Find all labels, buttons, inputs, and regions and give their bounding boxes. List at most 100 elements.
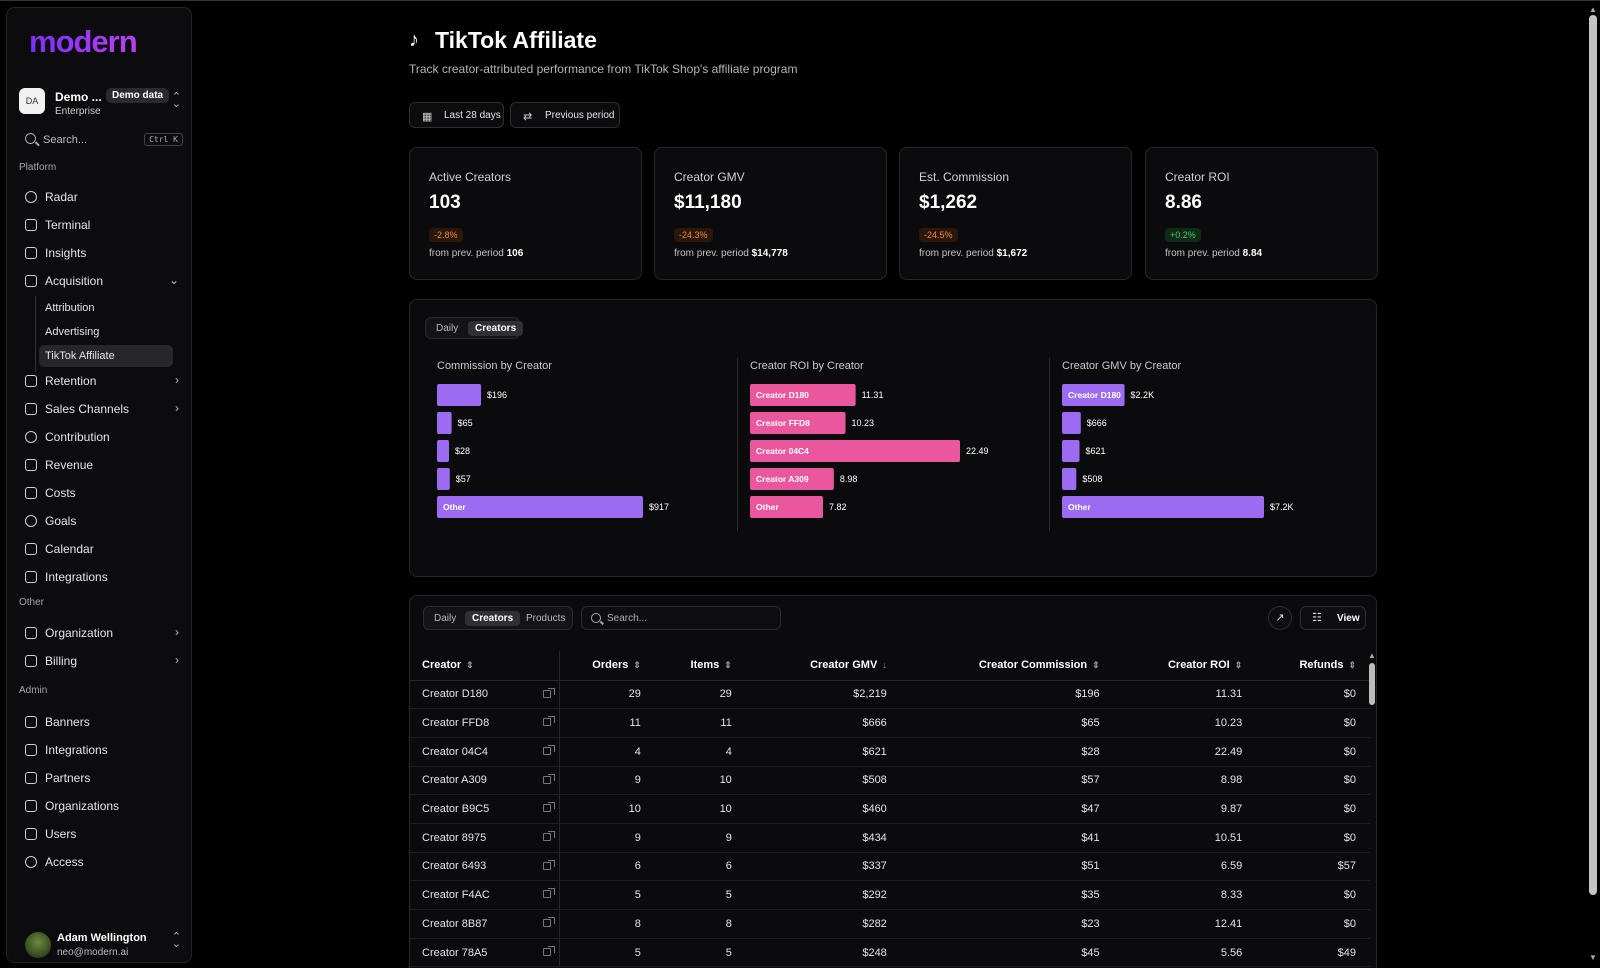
chart-bar[interactable] [1062,384,1125,406]
table-scrollbar-thumb[interactable] [1369,663,1375,705]
chart-bar[interactable] [750,468,834,490]
chart-bar[interactable] [750,496,824,518]
tab-daily[interactable]: Daily [434,613,457,624]
table-row[interactable]: Creator D180 29 29 $2,219 $196 11.31 $0 [410,680,1370,710]
cell-value: $282 [862,917,887,930]
sidebar-item-revenue[interactable]: Revenue [19,453,187,477]
sidebar-item-access[interactable]: Access [19,850,187,874]
table-row[interactable]: Creator 6493 6 6 $337 $51 6.59 $57 [410,852,1370,882]
column-header-label: Creator GMV [810,659,878,672]
table-row[interactable]: Creator 04C4 4 4 $621 $28 22.49 $0 [410,737,1370,767]
sidebar-subitem-advertising[interactable]: Advertising [39,321,173,343]
table-scrollbar[interactable]: ▲ [1368,651,1376,968]
sidebar-item-insights[interactable]: Insights [19,241,187,265]
column-header-orders[interactable]: Orders ⇕ [559,651,655,681]
compare-period-button[interactable]: ⇄ Previous period [510,102,620,128]
sidebar-item-acquisition[interactable]: Acquisition ⌄ [19,269,187,293]
table-row[interactable]: Creator A309 9 10 $508 $57 8.98 $0 [410,766,1370,796]
sidebar-subitem-label: TikTok Affiliate [45,350,115,362]
date-range-button[interactable]: ▦ Last 28 days [409,102,504,128]
cell-value: $51 [1081,860,1100,873]
table-row[interactable]: Creator B9C5 10 10 $460 $47 9.87 $0 [410,794,1370,824]
view-options-button[interactable]: ☷ View [1300,606,1366,630]
sidebar-item-label: Contribution [45,430,110,444]
external-link-icon[interactable] [543,945,556,956]
kpi-change-badge: -24.5% [919,228,958,242]
table-row[interactable]: Creator 8B87 8 8 $282 $23 12.41 $0 [410,909,1370,939]
table-row[interactable]: Creator F4AC 5 5 $292 $35 8.33 $0 [410,880,1370,910]
column-header-items[interactable]: Items ⇕ [654,651,746,681]
sidebar-item-costs[interactable]: Costs [19,481,187,505]
chart-bar[interactable] [437,496,643,518]
sidebar-item-organization[interactable]: Organization › [19,621,187,645]
chart-bar[interactable] [750,412,846,434]
sidebar-item-integrations[interactable]: Integrations [19,565,187,589]
sidebar-item-goals[interactable]: Goals [19,509,187,533]
sidebar-item-integrations[interactable]: Integrations [19,738,187,762]
scroll-up-arrow-icon[interactable]: ▲ [1368,651,1376,660]
column-header-creator-commission[interactable]: Creator Commission ⇕ [900,651,1114,681]
external-link-icon[interactable] [543,687,556,698]
sidebar-item-banners[interactable]: Banners [19,710,187,734]
sidebar-item-retention[interactable]: Retention › [19,369,187,393]
sidebar-item-calendar[interactable]: Calendar [19,537,187,561]
table-search[interactable] [581,606,781,630]
chart-bar[interactable] [437,468,450,490]
chart-bar[interactable] [437,440,449,462]
receipt-icon [25,459,37,471]
chart-bar[interactable] [1062,412,1081,434]
chart-bar[interactable] [1062,440,1080,462]
external-link-icon[interactable] [543,773,556,784]
tab-creators[interactable]: Creators [468,321,524,336]
cell-creator: Creator 04C4 [410,737,561,767]
chart-bar[interactable] [1062,496,1264,518]
tab-daily[interactable]: Daily [436,323,459,334]
chart-bar[interactable] [750,384,856,406]
sidebar-item-billing[interactable]: Billing › [19,649,187,673]
column-header-creator-gmv[interactable]: Creator GMV ↓ [745,651,901,681]
page-scrollbar-thumb[interactable] [1589,15,1597,895]
sidebar-item-partners[interactable]: Partners [19,766,187,790]
tab-products[interactable]: Products [526,613,566,624]
table-search-input[interactable] [607,611,777,626]
external-link-icon[interactable] [543,744,556,755]
chart-bar[interactable] [437,384,482,406]
chart-bar[interactable] [1062,468,1077,490]
workspace-switcher[interactable]: DA Demo ... Enterprise Demo data ⌃ ⌄ [19,82,187,126]
cell-value: Creator 6493 [422,860,487,873]
sidebar-item-organizations[interactable]: Organizations [19,794,187,818]
logo[interactable]: modernai [29,22,145,59]
sidebar-search[interactable]: Search... Ctrl K [19,130,187,152]
column-header-creator[interactable]: Creator ⇕ [410,651,561,681]
sidebar-item-radar[interactable]: Radar [19,185,187,209]
external-link-icon[interactable] [543,716,556,727]
sidebar-item-label: Retention [45,374,97,388]
scroll-down-arrow-icon[interactable]: ▼ [1589,953,1597,962]
sidebar-subitem-attribution[interactable]: Attribution [39,297,173,319]
sidebar-item-users[interactable]: Users [19,822,187,846]
creators-table: Creator ⇕ Orders ⇕ Items ⇕ Creator GMV ↓ Creator… [410,651,1370,968]
sidebar-item-contribution[interactable]: Contribution [19,425,187,449]
table-row[interactable]: Creator 8975 9 9 $434 $41 10.51 $0 [410,823,1370,853]
sidebar-item-sales-channels[interactable]: Sales Channels › [19,397,187,421]
page-scrollbar[interactable]: ▲ ▼ [1588,5,1598,965]
scroll-up-arrow-icon[interactable]: ▲ [1589,5,1597,14]
column-header-refunds[interactable]: Refunds ⇕ [1256,651,1370,681]
cell-value: Creator 78A5 [422,946,488,959]
external-link-icon[interactable] [543,830,556,841]
chart-bar[interactable] [437,412,452,434]
external-link-icon[interactable] [543,917,556,927]
tab-creators[interactable]: Creators [465,611,521,626]
table-row[interactable]: Creator FFD8 11 11 $666 $65 10.23 $0 [410,708,1370,738]
sidebar-subitem-tiktok-affiliate[interactable]: TikTok Affiliate [39,345,173,367]
column-header-creator-roi[interactable]: Creator ROI ⇕ [1113,651,1257,681]
external-link-icon[interactable] [543,802,556,813]
chart-title-creator-roi-by-creator: Creator ROI by Creator [750,360,864,372]
chart-bar[interactable] [750,440,960,462]
table-row[interactable]: Creator 78A5 5 5 $248 $45 5.56 $49 [410,938,1370,968]
user-menu[interactable]: Adam Wellington neo@modern.ai ⌃ ⌄ [19,926,187,966]
external-link-icon[interactable] [543,888,556,899]
sidebar-item-terminal[interactable]: Terminal [19,213,187,237]
external-link-icon[interactable] [543,859,556,870]
trend-chart-button[interactable]: ↗ [1268,606,1292,630]
